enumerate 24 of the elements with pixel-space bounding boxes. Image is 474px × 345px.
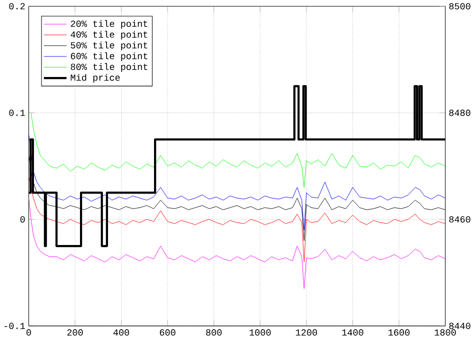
y2-tick-label: 8480 — [449, 110, 470, 116]
x-tick-label: 200 — [67, 330, 83, 336]
y2-tick-label: 8500 — [449, 3, 470, 10]
legend-label: 80% tile point — [70, 63, 148, 72]
x-tick-label: 400 — [113, 330, 130, 336]
x-tick-label: 800 — [206, 330, 222, 336]
x-tick-label: 600 — [160, 330, 176, 336]
legend-label: 20% tile point — [70, 20, 148, 29]
y-tick-label: -0.1 — [4, 323, 25, 330]
x-tick-label: 1600 — [388, 330, 410, 336]
legend-label: 40% tile point — [70, 31, 148, 40]
y-tick-label: 0 — [20, 216, 25, 223]
y2-tick-label: 8460 — [449, 216, 470, 223]
x-tick-label: 1000 — [250, 330, 271, 336]
y-tick-label: 0.1 — [9, 110, 25, 116]
x-tick-label: 1200 — [296, 330, 317, 336]
y2-tick-label: 8440 — [449, 323, 470, 330]
x-tick-label: 1800 — [434, 330, 456, 336]
legend-label: Mid price — [70, 74, 120, 83]
x-tick-label: 1400 — [342, 330, 364, 336]
x-tick-label: 0 — [26, 330, 31, 336]
y-tick-label: 0.2 — [9, 3, 25, 10]
legend-label: 60% tile point — [70, 52, 148, 62]
legend-label: 50% tile point — [70, 42, 148, 51]
